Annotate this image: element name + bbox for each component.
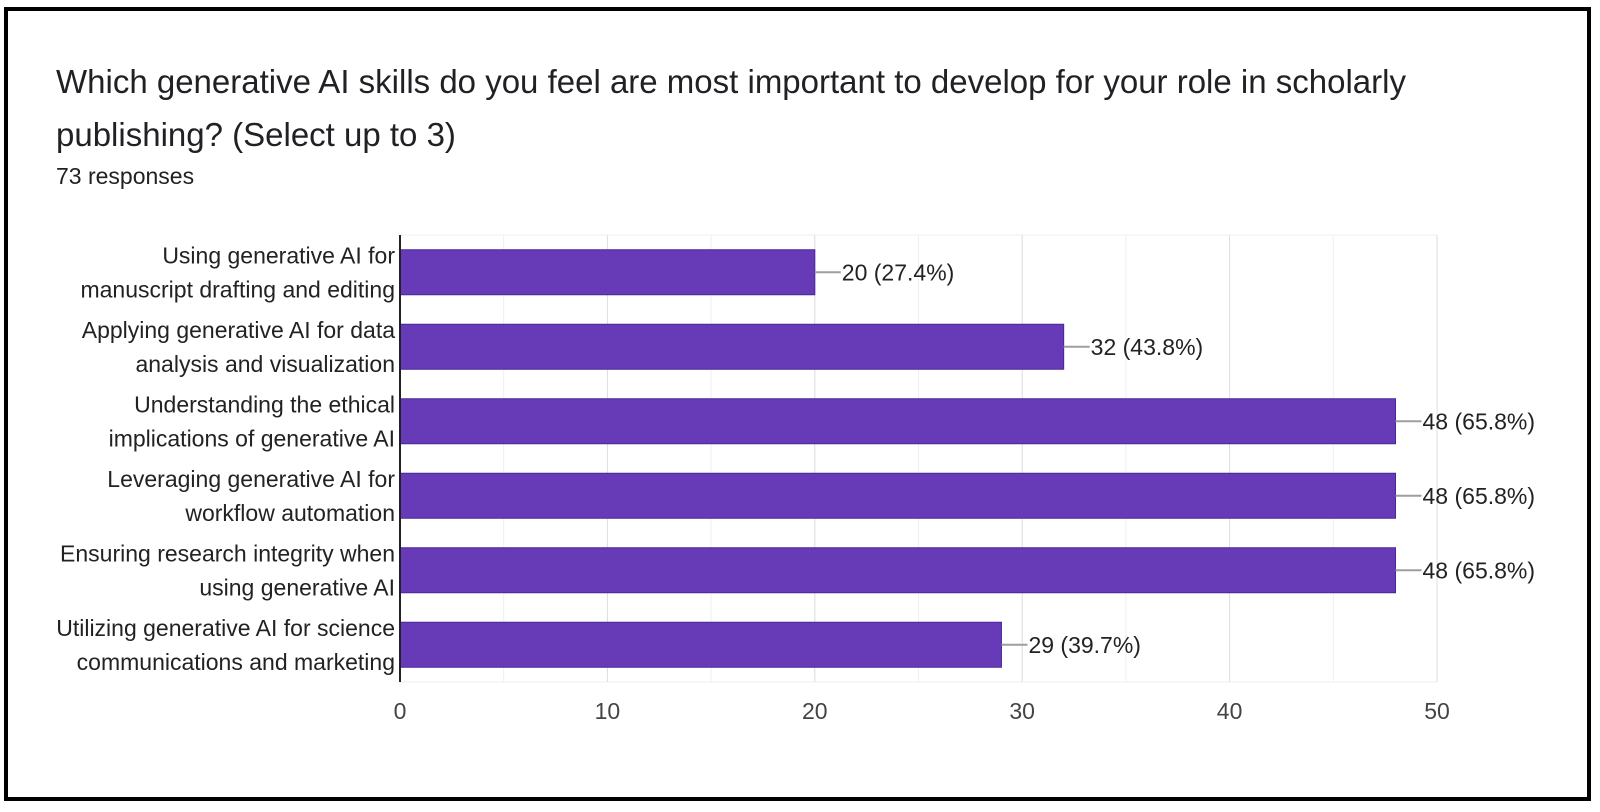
bar[interactable] [399,249,816,296]
bar[interactable] [399,621,1002,668]
data-label: 32 (43.8%) [1091,334,1204,360]
category-label: Utilizing generative AI for science commu… [56,615,395,675]
x-tick-label: 30 [1009,698,1035,724]
bar[interactable] [399,323,1065,370]
bar[interactable] [399,472,1397,519]
data-label: 20 (27.4%) [842,259,955,285]
x-tick-label: 50 [1424,698,1450,724]
question-title: Which generative AI skills do you feel a… [56,63,1406,153]
data-label: 48 (65.8%) [1423,408,1536,434]
x-tick-label: 20 [802,698,828,724]
x-tick-label: 40 [1217,698,1243,724]
category-label: Leveraging generative AI for workflow aut… [107,466,395,526]
category-label: Understanding the ethical implications of… [109,391,395,451]
bar[interactable] [399,398,1397,445]
data-label: 48 (65.8%) [1423,483,1536,509]
category-label: Ensuring research integrity when using ge… [60,540,395,600]
category-label: Using generative AI for manuscript drafti… [80,242,395,302]
category-label: Applying generative AI for data analysis … [82,317,395,377]
response-count: 73 responses [56,163,195,189]
bar[interactable] [399,547,1397,594]
x-tick-label: 10 [595,698,621,724]
data-label: 29 (39.7%) [1028,632,1141,658]
x-tick-label: 0 [394,698,407,724]
data-label: 48 (65.8%) [1423,557,1536,583]
